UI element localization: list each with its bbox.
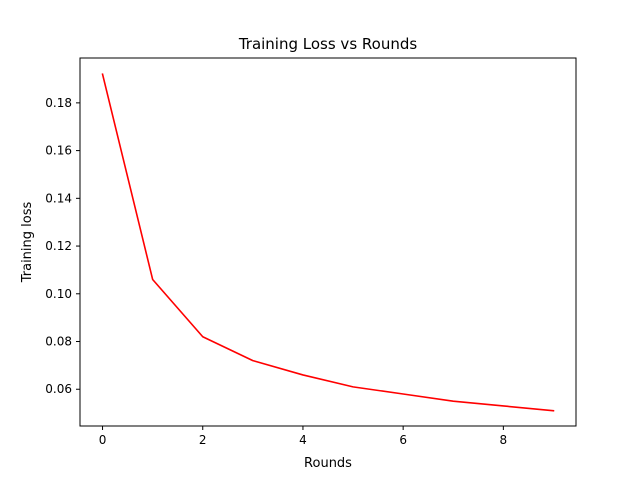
- x-axis-label: Rounds: [304, 456, 352, 471]
- x-tick-label: 2: [199, 433, 207, 447]
- y-tick-label: 0.08: [45, 335, 72, 349]
- y-tick-label: 0.12: [45, 239, 72, 253]
- y-tick-label: 0.10: [45, 287, 72, 301]
- x-tick-label: 6: [399, 433, 407, 447]
- y-tick-label: 0.18: [45, 96, 72, 110]
- y-tick-label: 0.16: [45, 144, 72, 158]
- y-axis-label: Training loss: [20, 202, 35, 284]
- y-tick-label: 0.14: [45, 191, 72, 205]
- y-tick-label: 0.06: [45, 382, 72, 396]
- x-tick-label: 8: [500, 433, 508, 447]
- x-tick-label: 4: [299, 433, 307, 447]
- chart-title: Training Loss vs Rounds: [238, 35, 418, 53]
- x-tick-label: 0: [99, 433, 107, 447]
